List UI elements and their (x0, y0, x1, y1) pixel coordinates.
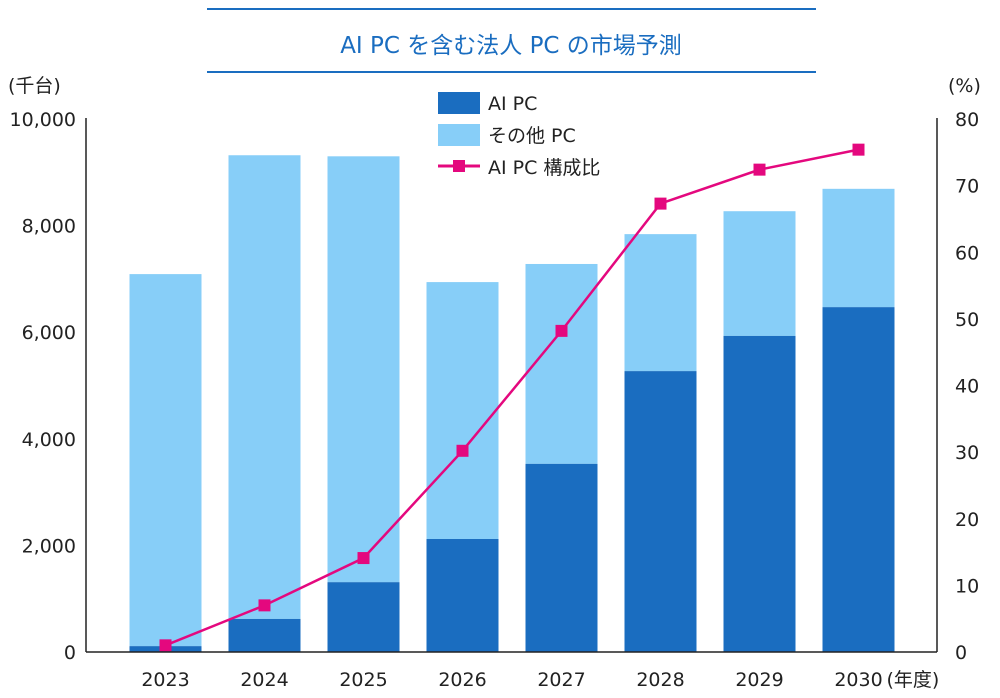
bar-ai-pc-2024 (228, 618, 301, 652)
marker-ratio-2027 (555, 324, 568, 337)
bar-other-pc-2028 (624, 234, 697, 372)
x-tick-label: 2027 (537, 669, 585, 691)
x-tick-label: 2029 (735, 669, 783, 691)
x-tick-label: 2025 (339, 669, 387, 691)
bar-other-pc-2025 (327, 156, 400, 583)
left-tick-label: 8,000 (22, 216, 76, 238)
x-tick-label: 2024 (240, 669, 288, 691)
legend-label-ratio: AI PC 構成比 (488, 157, 600, 179)
bar-ai-pc-2029 (723, 335, 796, 652)
left-tick-label: 6,000 (22, 322, 76, 344)
legend-swatch-ratio-marker (453, 160, 465, 172)
right-tick-label: 10 (955, 575, 979, 597)
bar-other-pc-2023 (129, 274, 202, 647)
left-tick-label: 0 (64, 642, 76, 664)
bar-ai-pc-2027 (525, 463, 598, 652)
left-axis-unit: (千台) (8, 75, 61, 97)
line-ai-pc-ratio (165, 148, 859, 647)
left-tick-label: 2,000 (22, 535, 76, 557)
bar-other-pc-2027 (525, 263, 598, 464)
left-tick-label: 4,000 (22, 429, 76, 451)
bar-ai-pc-2026 (426, 539, 499, 652)
marker-ratio-2025 (357, 552, 370, 565)
right-tick-label: 0 (955, 642, 967, 664)
marker-ratio-2026 (456, 444, 469, 457)
bar-ai-pc-2030 (822, 307, 895, 652)
legend: AI PC その他 PC AI PC 構成比 (438, 92, 600, 179)
legend-label-other-pc: その他 PC (488, 125, 576, 147)
right-tick-label: 50 (955, 309, 979, 331)
marker-ratio-2024 (258, 599, 271, 612)
legend-label-ai-pc: AI PC (488, 93, 537, 115)
x-tick-label: 2023 (141, 669, 189, 691)
marker-ratio-2028 (654, 197, 667, 210)
x-tick-label: 2030 (834, 669, 882, 691)
bar-ai-pc-2025 (327, 582, 400, 652)
right-tick-label: 60 (955, 242, 979, 264)
x-tick-label: 2028 (636, 669, 684, 691)
line-series-group (159, 143, 865, 652)
x-tick-labels: 2023 2024 2025 2026 2027 2028 2029 2030 (年度) (141, 669, 939, 691)
bar-other-pc-2026 (426, 282, 499, 540)
bar-other-pc-2029 (723, 211, 796, 336)
bar-other-pc-2024 (228, 155, 301, 619)
bar-ai-pc-2028 (624, 371, 697, 652)
marker-ratio-2029 (753, 163, 766, 176)
left-tick-labels: 0 2,000 4,000 6,000 8,000 10,000 (10, 109, 76, 664)
right-axis-unit: (%) (948, 75, 981, 97)
chart-title: AI PC を含む法人 PC の市場予測 (340, 33, 682, 59)
marker-ratio-2023 (159, 639, 172, 652)
marker-ratio-2030 (852, 143, 865, 156)
right-tick-label: 80 (955, 109, 979, 131)
right-tick-label: 40 (955, 376, 979, 398)
left-tick-label: 10,000 (10, 109, 76, 131)
x-axis-unit: (年度) (887, 669, 940, 691)
right-tick-label: 20 (955, 509, 979, 531)
legend-swatch-ai-pc (438, 92, 480, 114)
x-tick-label: 2026 (438, 669, 486, 691)
right-tick-label: 70 (955, 176, 979, 198)
right-tick-labels: 0 10 20 30 40 50 60 70 80 (955, 109, 979, 664)
bars-group (129, 155, 895, 652)
bar-other-pc-2030 (822, 188, 895, 308)
legend-swatch-other-pc (438, 124, 480, 146)
right-tick-label: 30 (955, 442, 979, 464)
